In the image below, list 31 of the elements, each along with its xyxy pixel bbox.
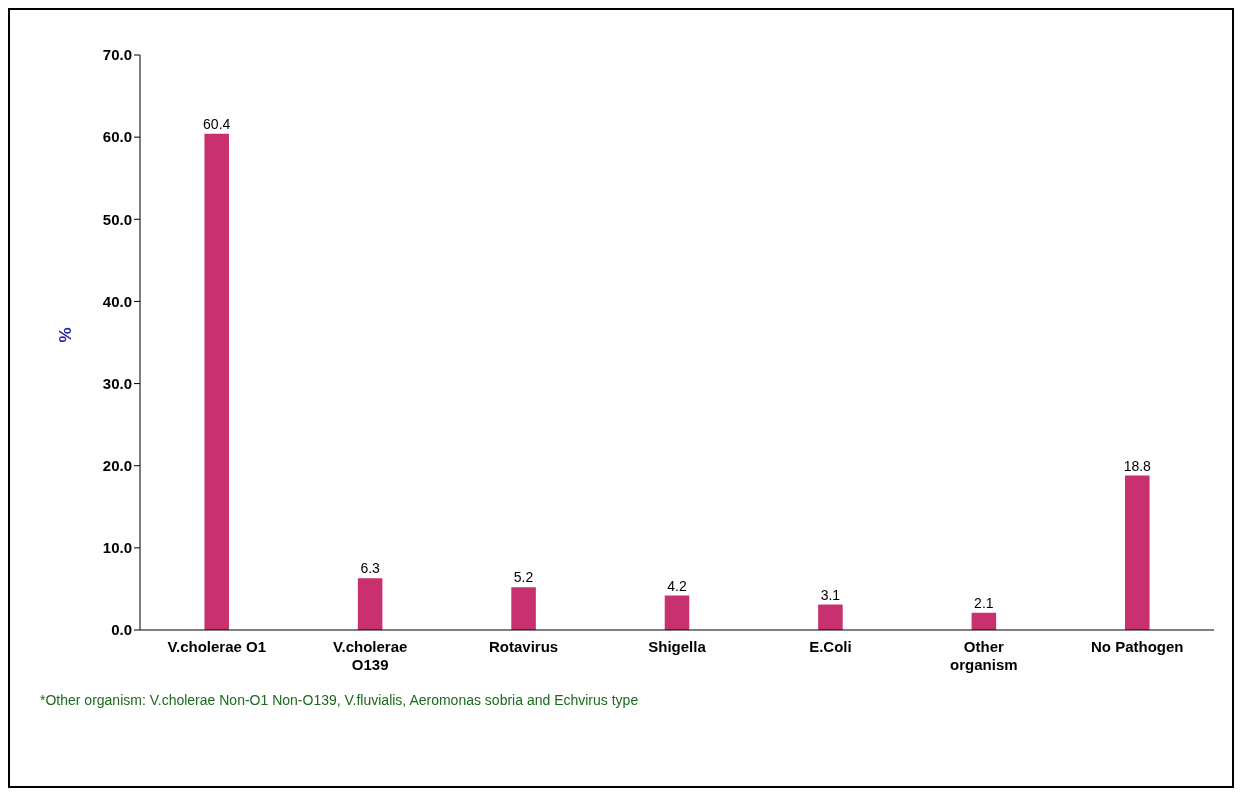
x-tick-label: V.cholerae O139 <box>332 638 408 673</box>
y-tick-label: 0.0 <box>111 621 132 639</box>
y-tick-label: 30.0 <box>102 374 132 392</box>
x-tick-label: E.Coli <box>809 638 852 655</box>
data-label: 6.3 <box>360 560 381 577</box>
y-tick-label: 50.0 <box>102 210 132 228</box>
text: *Other organism: V.cholerae Non-O1 Non-O139, V.fluvialis, Aeromonas sobria and Echvirus type <box>40 692 640 708</box>
y-tick-label: 70.0 <box>102 46 132 64</box>
data-label: 5.2 <box>513 569 534 586</box>
y-axis-title: % <box>56 327 76 343</box>
y-tick-label: 60.0 <box>102 128 132 146</box>
x-tick-label: Shigella <box>648 638 707 655</box>
x-tick-label: Rotavirus <box>488 638 559 655</box>
y-tick-label: 20.0 <box>102 457 132 475</box>
data-label: 4.2 <box>667 577 687 594</box>
bar <box>971 612 997 630</box>
data-label: 60.4 <box>203 115 231 132</box>
bar <box>357 578 383 630</box>
bar <box>1125 475 1150 630</box>
x-tick-label: V.cholerae O1 <box>167 638 267 655</box>
data-label: 3.1 <box>820 586 841 603</box>
data-label: 18.8 <box>1123 457 1152 474</box>
x-tick-label: Other organism <box>950 638 1018 673</box>
bar <box>204 133 229 630</box>
y-tick-label: 10.0 <box>102 539 132 557</box>
data-label: 2.1 <box>974 594 994 611</box>
y-tick-label: 40.0 <box>102 292 132 310</box>
bar <box>818 604 843 630</box>
x-tick-label: No Pathogen <box>1091 638 1184 655</box>
bar <box>511 587 536 630</box>
bar <box>664 595 690 630</box>
